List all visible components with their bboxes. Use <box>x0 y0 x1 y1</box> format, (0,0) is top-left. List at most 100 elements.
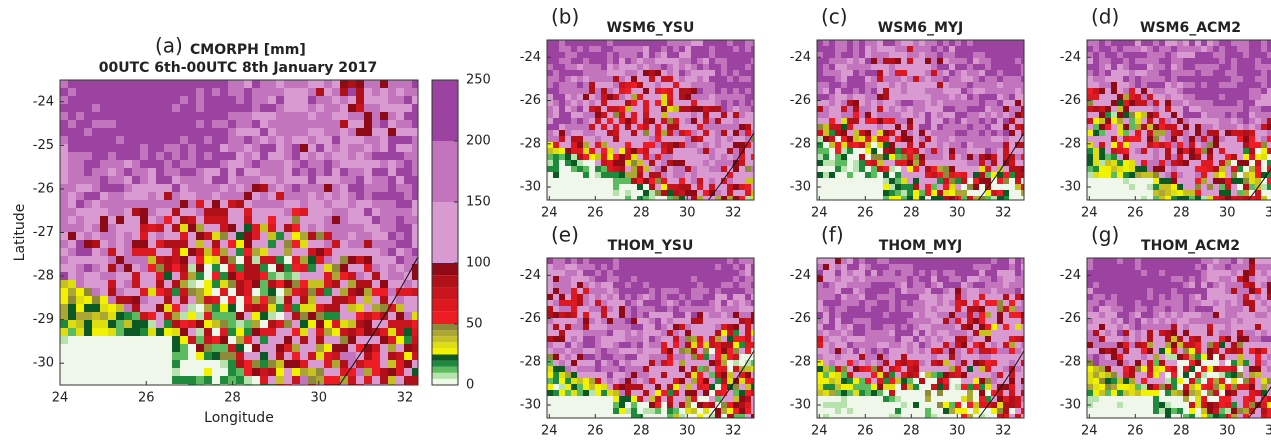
field-texture <box>1087 258 1271 418</box>
y-tick-label: -26 <box>790 311 811 326</box>
y-tick-label: -26 <box>520 311 541 326</box>
x-tick-label: 28 <box>633 424 650 439</box>
colorbar-band <box>432 202 458 263</box>
plot-frame <box>546 39 755 201</box>
colorbar-band <box>432 378 458 385</box>
panel-label: (d) <box>1091 5 1119 29</box>
y-tick-label: -26 <box>790 93 811 108</box>
x-axis-label: Longitude <box>204 410 274 426</box>
field-texture <box>817 258 1021 354</box>
field-texture <box>547 258 754 396</box>
field-texture <box>859 294 1024 414</box>
coastline <box>978 132 1025 201</box>
field-texture <box>1087 258 1271 372</box>
panel-title: WSM6_YSU <box>607 20 695 36</box>
colorbar-tick-label: 200 <box>466 134 491 149</box>
colorbar-band <box>432 330 458 337</box>
x-tick-label: 32 <box>725 206 742 221</box>
y-tick-label: -24 <box>520 268 541 283</box>
y-tick-label: -30 <box>1060 180 1081 195</box>
x-tick-label: 26 <box>138 391 155 406</box>
field-texture <box>817 324 1021 414</box>
x-tick-label: 30 <box>949 424 966 439</box>
x-tick-label: 30 <box>311 391 328 406</box>
colorbar-band <box>432 354 458 361</box>
y-tick-label: -28 <box>33 269 54 284</box>
field-texture <box>60 80 418 280</box>
field-texture <box>547 154 673 200</box>
panel-title: THOM_MYJ <box>879 238 962 254</box>
x-tick-label: 32 <box>397 391 414 406</box>
field-texture <box>817 40 1024 154</box>
colorbar-band <box>432 324 458 331</box>
panel-title: CMORPH [mm] <box>190 42 306 58</box>
y-tick-label: -28 <box>1060 354 1081 369</box>
x-tick-label: 30 <box>679 424 696 439</box>
y-tick-label: -26 <box>33 181 54 196</box>
field-texture <box>92 80 418 385</box>
colorbar-tick-label: 150 <box>466 195 491 210</box>
panel-label: (c) <box>821 5 848 29</box>
panel-title: WSM6_MYJ <box>878 20 963 36</box>
field-texture <box>148 208 418 385</box>
colorbar-band <box>432 263 458 276</box>
x-tick-label: 26 <box>1127 206 1144 221</box>
plot-frame <box>816 39 1025 201</box>
y-tick-label: -30 <box>33 356 54 371</box>
y-tick-label: -28 <box>520 354 541 369</box>
field-texture <box>817 372 1015 418</box>
field-texture <box>1087 354 1249 418</box>
field-texture <box>1087 100 1267 200</box>
field-texture <box>547 330 754 418</box>
plot-frame <box>1086 257 1271 419</box>
colorbar-band <box>432 366 458 373</box>
field-texture <box>1093 336 1261 414</box>
field-texture <box>823 366 955 418</box>
y-tick-label: -25 <box>33 138 54 153</box>
y-tick-label: -30 <box>520 398 541 413</box>
field-texture <box>1087 118 1255 200</box>
field-texture <box>60 256 292 385</box>
colorbar-tick-label: 0 <box>466 378 474 393</box>
plot-frame <box>546 257 755 419</box>
field-texture <box>829 112 1024 200</box>
x-tick-label: 24 <box>1081 424 1098 439</box>
field-texture <box>1087 40 1271 196</box>
field-texture <box>817 40 1024 190</box>
field-texture <box>1087 354 1243 418</box>
y-tick-label: -27 <box>33 225 54 240</box>
panel-label: (e) <box>551 223 579 247</box>
colorbar-band <box>432 275 458 288</box>
x-tick-label: 28 <box>224 391 241 406</box>
y-tick-label: -24 <box>33 94 54 109</box>
field-texture <box>817 258 1024 418</box>
colorbar-band <box>432 299 458 312</box>
coastline <box>708 350 755 419</box>
field-texture <box>547 348 754 418</box>
field-texture <box>817 40 1024 166</box>
x-tick-label: 28 <box>633 206 650 221</box>
x-tick-label: 24 <box>811 206 828 221</box>
colorbar-band <box>432 287 458 300</box>
field-texture <box>913 160 1024 200</box>
x-tick-label: 28 <box>903 424 920 439</box>
colorbar-frame <box>431 79 459 386</box>
field-texture <box>547 40 754 130</box>
field-texture <box>1087 40 1271 124</box>
x-tick-label: 30 <box>1219 206 1236 221</box>
x-tick-label: 32 <box>995 206 1012 221</box>
colorbar-band <box>432 80 458 141</box>
colorbar-band <box>432 336 458 343</box>
x-tick-label: 32 <box>995 424 1012 439</box>
field-texture <box>1087 348 1271 418</box>
x-tick-label: 32 <box>725 424 742 439</box>
panel-title: THOM_ACM2 <box>1141 238 1240 254</box>
x-tick-label: 24 <box>52 391 69 406</box>
x-tick-label: 30 <box>949 206 966 221</box>
x-tick-label: 32 <box>1265 424 1271 439</box>
y-tick-label: -24 <box>1060 50 1081 65</box>
field-texture <box>1087 258 1271 366</box>
colorbar-band <box>432 311 458 324</box>
field-texture <box>817 136 997 200</box>
panel-title: THOM_YSU <box>608 238 694 254</box>
